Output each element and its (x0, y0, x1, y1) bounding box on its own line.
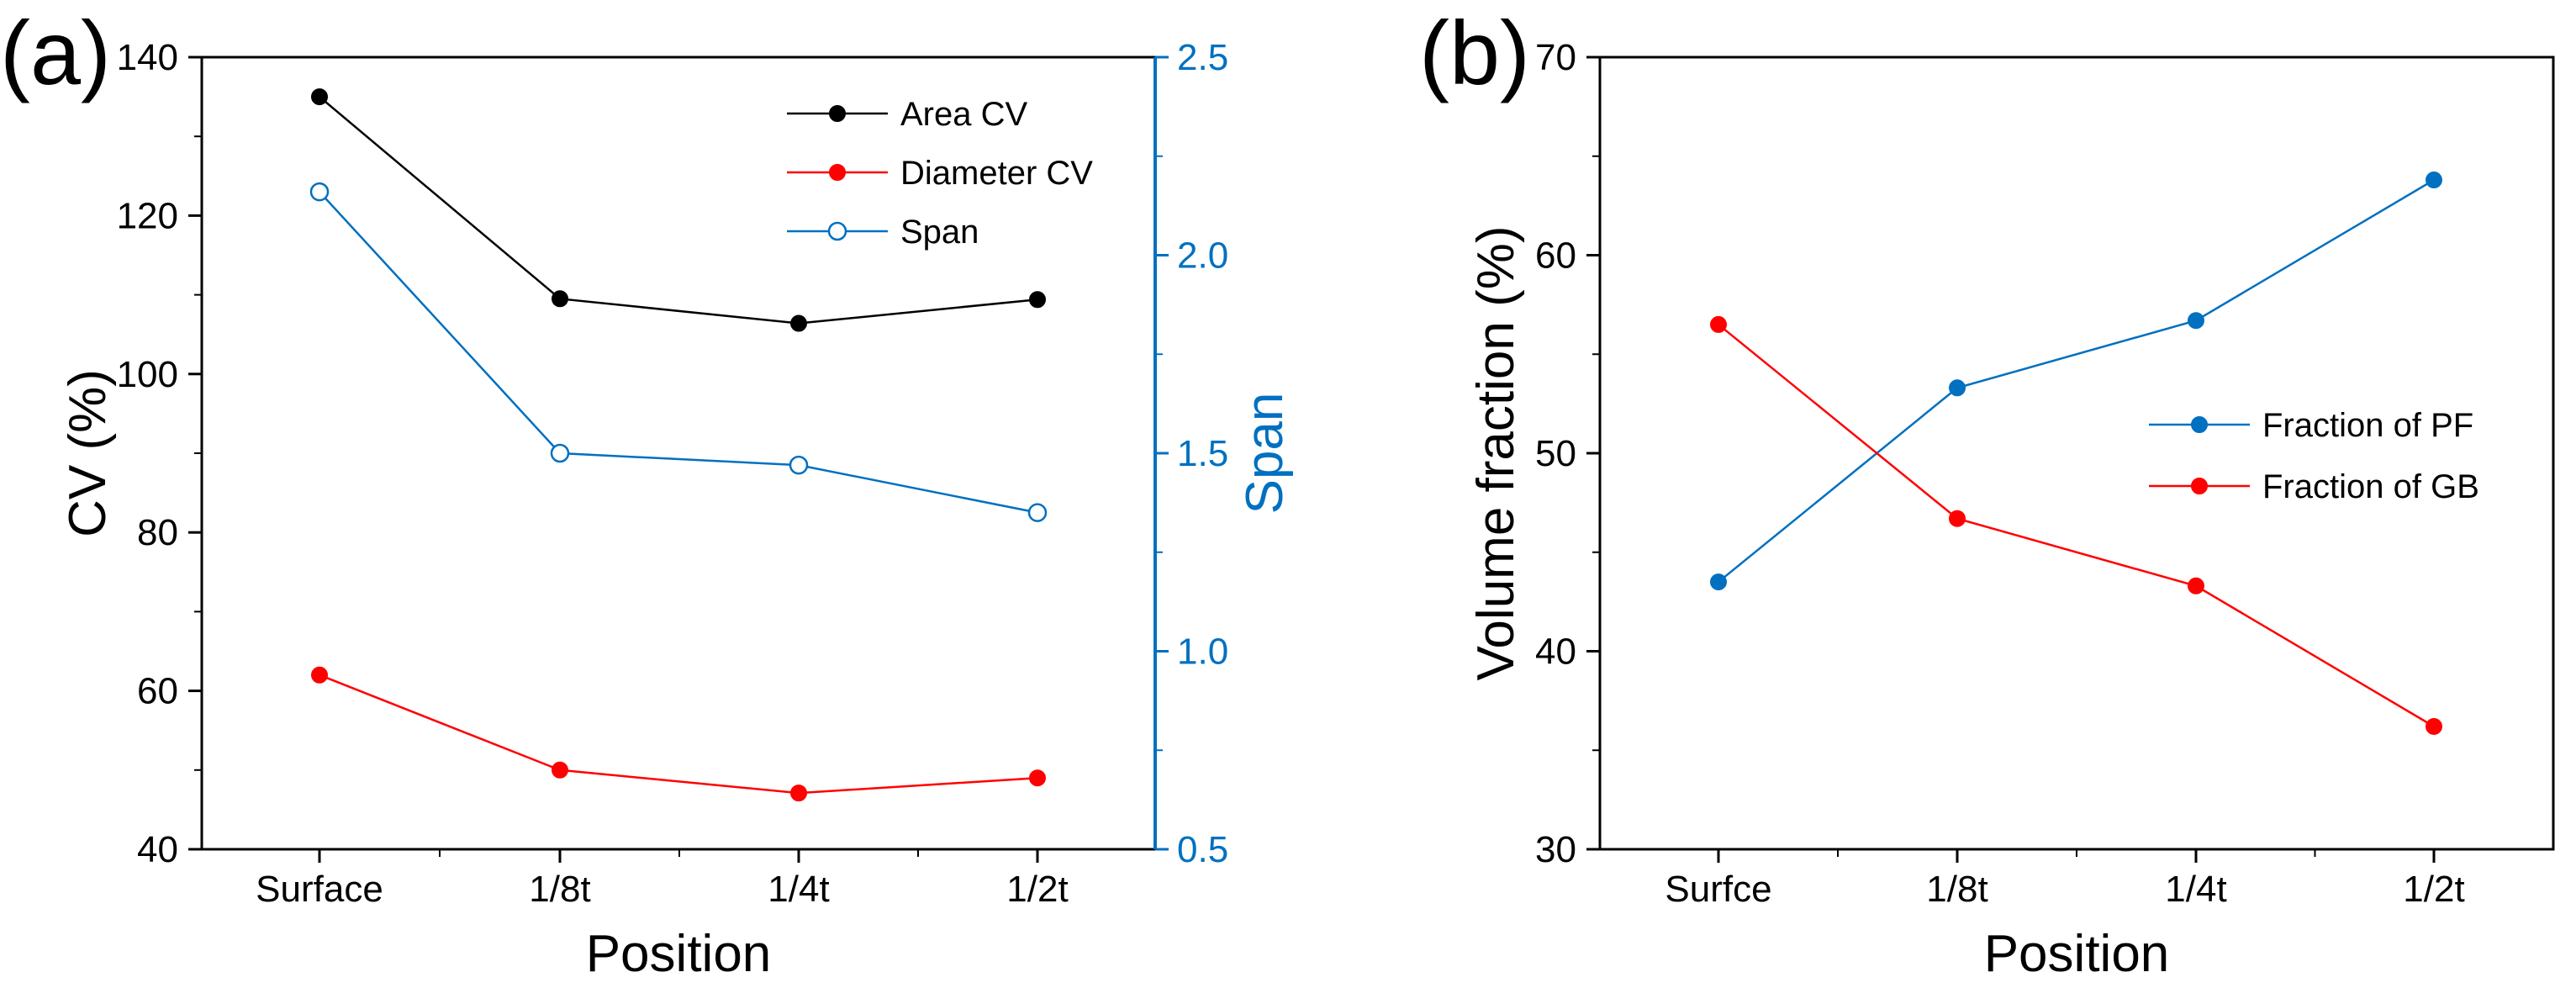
x-tick-label: Surfce (1665, 869, 1771, 910)
data-point-diameter-cv (552, 761, 568, 779)
y2-tick-label: 1.5 (1177, 433, 1228, 474)
legend-marker-area-cv (829, 105, 846, 122)
data-point-fraction-of-pf (2188, 312, 2204, 330)
series-group-a (309, 88, 1048, 802)
y2-axis-title-a: Span (1236, 393, 1294, 515)
x-tick-label: 1/4t (768, 869, 829, 910)
y-tick-label: 60 (137, 671, 178, 712)
series-line-area-cv (319, 96, 1038, 325)
y-tick-label: 40 (137, 829, 178, 870)
panel-label-b: (b) (1419, 2, 1530, 103)
legend-marker-fraction-of-pf (2191, 416, 2208, 433)
legend-label-fraction-of-gb: Fraction of GB (2262, 468, 2479, 505)
y-tick-label: 120 (117, 195, 178, 236)
legend-a: Area CV Diameter CV Span (787, 96, 1093, 251)
y2-tick-label: 2.5 (1177, 37, 1228, 78)
data-point-fraction-of-gb (1949, 510, 1966, 527)
y-axis-title-b: Volume fraction (%) (1467, 226, 1525, 681)
data-point-diameter-cv (311, 666, 328, 684)
x-tick-label: 1/2t (2403, 869, 2464, 910)
y2-tick-label: 0.5 (1177, 829, 1228, 870)
legend-marker-span (827, 221, 847, 241)
data-point-fraction-of-pf (2426, 172, 2442, 189)
data-point-span (309, 182, 330, 202)
x-tick-label: 1/2t (1006, 869, 1068, 910)
legend-b: Fraction of PF Fraction of GB (2149, 407, 2479, 505)
panel-b: (b) Position Volume fraction (%) 30 40 50 6… (1419, 2, 2555, 983)
x-tick-label: 1/8t (529, 869, 590, 910)
legend-label-fraction-of-pf: Fraction of PF (2262, 407, 2473, 444)
series-group-b (1710, 172, 2442, 735)
data-point-fraction-of-pf (1949, 379, 1966, 397)
data-point-area-cv (552, 290, 568, 308)
data-point-area-cv (311, 88, 328, 106)
axes-ticks-b: 30 40 50 60 70 Surfce 1/8t 1/4t 1/2t (1535, 37, 2465, 910)
data-point-span (1027, 503, 1048, 522)
x-tick-label: 1/8t (1926, 869, 1987, 910)
x-axis-title-b: Position (1984, 925, 2170, 983)
series-line-fraction-of-gb (1718, 323, 2435, 728)
axes-ticks-a: 40 60 80 100 120 140 0.5 1.0 1.5 2.0 2.5 Surface 1/8… (117, 37, 1229, 910)
legend-label-area-cv: Area CV (900, 96, 1027, 133)
y2-tick-label: 1.0 (1177, 631, 1228, 673)
y-tick-label: 30 (1535, 829, 1576, 870)
data-point-fraction-of-gb (2188, 577, 2204, 594)
data-point-span (789, 455, 809, 475)
y-tick-label: 40 (1535, 631, 1576, 673)
y-tick-label: 80 (137, 512, 178, 553)
series-line-span (319, 191, 1038, 514)
series-line-fraction-of-pf (1718, 178, 2435, 584)
y-axis-title-a: CV (%) (59, 369, 117, 537)
panel-label-a: (a) (0, 2, 111, 103)
x-tick-label: Surface (256, 869, 383, 910)
y-tick-label: 60 (1535, 235, 1576, 277)
y2-tick-label: 2.0 (1177, 235, 1228, 277)
legend-label-span: Span (900, 214, 979, 251)
legend-marker-fraction-of-gb (2191, 478, 2208, 494)
y-tick-label: 140 (117, 37, 178, 78)
plot-frame-b (1598, 55, 2555, 851)
data-point-fraction-of-gb (2426, 717, 2442, 735)
data-point-area-cv (790, 314, 807, 332)
y-tick-label: 50 (1535, 433, 1576, 474)
data-point-diameter-cv (790, 785, 807, 802)
x-tick-label: 1/4t (2165, 869, 2226, 910)
y-tick-label: 70 (1535, 37, 1576, 78)
data-point-diameter-cv (1029, 769, 1046, 787)
x-axis-title-a: Position (586, 925, 772, 983)
y-tick-label: 100 (117, 354, 178, 395)
data-point-fraction-of-pf (1710, 573, 1727, 591)
legend-marker-diameter-cv (829, 164, 846, 181)
data-point-area-cv (1029, 291, 1046, 309)
series-line-diameter-cv (319, 674, 1038, 795)
data-point-fraction-of-gb (1710, 315, 1727, 333)
panel-a: (a) Position CV (%) Span 40 60 80 100 120 140… (0, 2, 1294, 983)
data-point-span (550, 443, 570, 463)
legend-label-diameter-cv: Diameter CV (900, 155, 1093, 192)
